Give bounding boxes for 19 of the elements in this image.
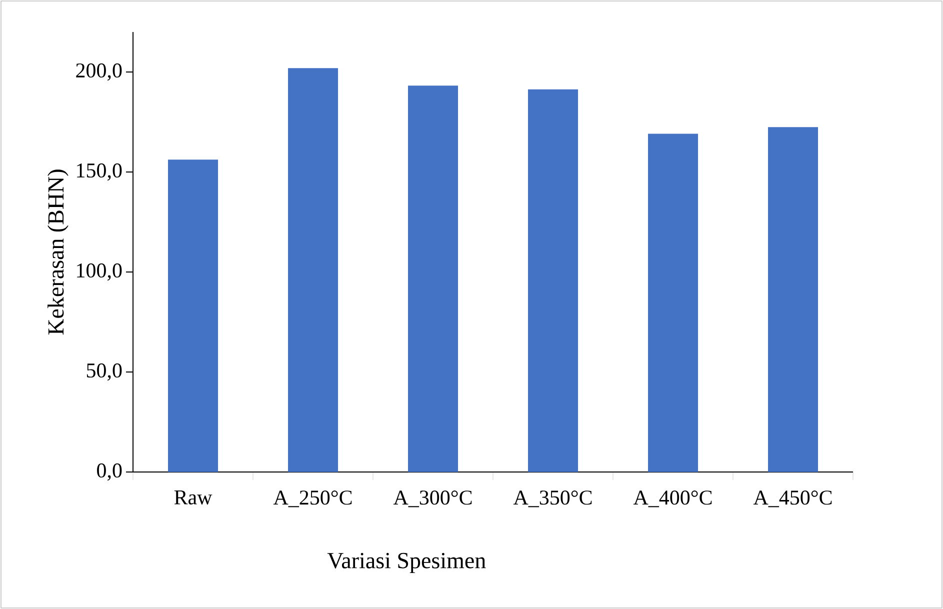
x-tick-label: A_400°C	[633, 490, 712, 508]
x-tick-label: A_300°C	[393, 490, 472, 508]
y-tick-label: 100,0	[77, 263, 122, 281]
x-tick-label: A_250°C	[273, 490, 352, 508]
bar	[648, 134, 698, 472]
bar	[768, 127, 818, 472]
y-tick-label: 50,0	[86, 363, 122, 381]
bar	[408, 86, 458, 472]
bar	[168, 160, 218, 472]
x-tick-label: A_450°C	[753, 490, 832, 508]
y-tick-label: 150,0	[77, 163, 122, 181]
x-tick-label: Raw	[174, 490, 212, 504]
bar	[288, 68, 338, 472]
x-tick-label: A_350°C	[513, 490, 592, 508]
x-axis-title: Variasi Spesimen	[327, 552, 486, 574]
y-axis-title: Kekerasan (BHN)	[48, 170, 68, 335]
y-tick-label: 0,0	[97, 463, 122, 481]
bar	[528, 89, 578, 472]
y-tick-label: 200,0	[76, 63, 122, 81]
